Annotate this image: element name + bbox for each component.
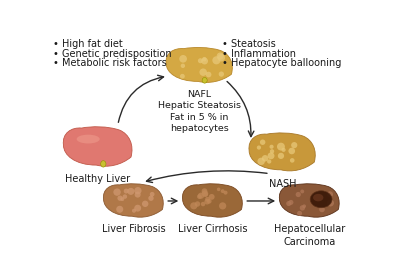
Text: • High fat diet: • High fat diet xyxy=(53,39,123,49)
Circle shape xyxy=(270,149,274,153)
Circle shape xyxy=(206,72,212,77)
PathPatch shape xyxy=(104,184,163,217)
Circle shape xyxy=(257,145,261,150)
Circle shape xyxy=(200,68,207,76)
Text: • Metabolic risk factors: • Metabolic risk factors xyxy=(53,58,167,68)
Circle shape xyxy=(134,187,142,194)
Circle shape xyxy=(224,191,228,195)
PathPatch shape xyxy=(182,184,242,217)
Circle shape xyxy=(270,145,274,149)
Circle shape xyxy=(267,159,271,164)
Text: • Inflammation: • Inflammation xyxy=(222,49,296,59)
Text: • Steatosis: • Steatosis xyxy=(222,39,276,49)
Circle shape xyxy=(205,197,210,202)
Ellipse shape xyxy=(101,161,106,167)
Circle shape xyxy=(217,188,220,191)
Circle shape xyxy=(290,158,294,163)
Circle shape xyxy=(113,189,121,196)
Circle shape xyxy=(203,192,208,197)
Circle shape xyxy=(180,74,185,79)
Circle shape xyxy=(327,200,334,206)
Circle shape xyxy=(116,206,123,213)
Circle shape xyxy=(202,57,206,61)
Circle shape xyxy=(179,55,187,63)
Circle shape xyxy=(219,202,226,209)
PathPatch shape xyxy=(279,184,339,217)
Circle shape xyxy=(277,143,285,150)
Text: NAFL
Hepatic Steatosis
Fat in 5 % in
hepatocytes: NAFL Hepatic Steatosis Fat in 5 % in hep… xyxy=(158,90,241,133)
Circle shape xyxy=(134,205,141,212)
Text: • Genetic predisposition: • Genetic predisposition xyxy=(53,49,172,59)
Circle shape xyxy=(195,201,200,207)
PathPatch shape xyxy=(63,127,132,166)
Circle shape xyxy=(142,201,148,207)
Circle shape xyxy=(218,54,225,62)
Circle shape xyxy=(268,152,274,159)
Circle shape xyxy=(286,201,291,206)
Circle shape xyxy=(117,195,123,201)
Text: • Hepatocyte ballooning: • Hepatocyte ballooning xyxy=(222,58,342,68)
Circle shape xyxy=(201,202,205,206)
Circle shape xyxy=(190,202,197,209)
Ellipse shape xyxy=(202,78,207,83)
Circle shape xyxy=(197,194,202,199)
Text: Liver Cirrhosis: Liver Cirrhosis xyxy=(178,224,248,234)
Circle shape xyxy=(288,200,294,205)
Circle shape xyxy=(201,58,208,64)
Circle shape xyxy=(219,71,224,77)
Circle shape xyxy=(302,205,306,208)
Circle shape xyxy=(327,191,333,197)
Circle shape xyxy=(204,199,210,205)
Circle shape xyxy=(202,190,208,197)
Circle shape xyxy=(120,197,124,201)
Circle shape xyxy=(300,205,305,211)
Circle shape xyxy=(297,211,302,216)
Circle shape xyxy=(132,209,136,213)
Circle shape xyxy=(181,63,185,68)
Text: Healthy Liver: Healthy Liver xyxy=(66,174,131,184)
PathPatch shape xyxy=(166,47,232,83)
Text: NASH: NASH xyxy=(269,179,296,189)
Ellipse shape xyxy=(77,135,100,144)
Circle shape xyxy=(150,192,154,197)
Circle shape xyxy=(123,194,127,199)
Circle shape xyxy=(282,148,286,152)
Circle shape xyxy=(202,188,207,194)
Circle shape xyxy=(212,56,220,64)
Circle shape xyxy=(124,189,129,193)
Circle shape xyxy=(300,190,304,193)
PathPatch shape xyxy=(249,133,315,171)
Circle shape xyxy=(288,148,295,154)
Circle shape xyxy=(262,155,268,161)
Text: Liver Fibrosis: Liver Fibrosis xyxy=(102,224,166,234)
Circle shape xyxy=(198,58,203,63)
Circle shape xyxy=(258,158,265,165)
Circle shape xyxy=(135,192,141,198)
Circle shape xyxy=(209,194,215,200)
Circle shape xyxy=(291,142,297,148)
Circle shape xyxy=(127,188,134,195)
Circle shape xyxy=(207,199,212,204)
Circle shape xyxy=(198,193,204,199)
Circle shape xyxy=(319,207,325,212)
Circle shape xyxy=(260,139,265,145)
Circle shape xyxy=(148,196,154,201)
Circle shape xyxy=(221,189,225,193)
Text: Hepatocellular
Carcinoma: Hepatocellular Carcinoma xyxy=(274,224,345,247)
Circle shape xyxy=(278,153,284,159)
Ellipse shape xyxy=(310,191,332,208)
Ellipse shape xyxy=(313,194,323,201)
Circle shape xyxy=(217,52,224,60)
Circle shape xyxy=(296,192,301,197)
